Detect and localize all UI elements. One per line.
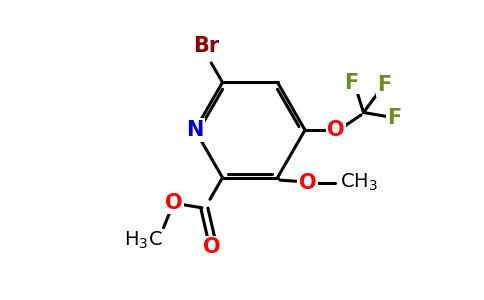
Text: O: O xyxy=(327,120,345,140)
Text: F: F xyxy=(387,107,402,128)
Text: N: N xyxy=(186,120,204,140)
Text: Br: Br xyxy=(193,36,219,56)
Text: CH$_3$: CH$_3$ xyxy=(340,172,378,193)
Text: O: O xyxy=(203,237,221,257)
Text: H$_3$C: H$_3$C xyxy=(124,230,163,251)
Text: F: F xyxy=(344,73,358,92)
Text: O: O xyxy=(165,193,182,213)
Text: F: F xyxy=(378,75,392,95)
Text: O: O xyxy=(299,172,317,193)
